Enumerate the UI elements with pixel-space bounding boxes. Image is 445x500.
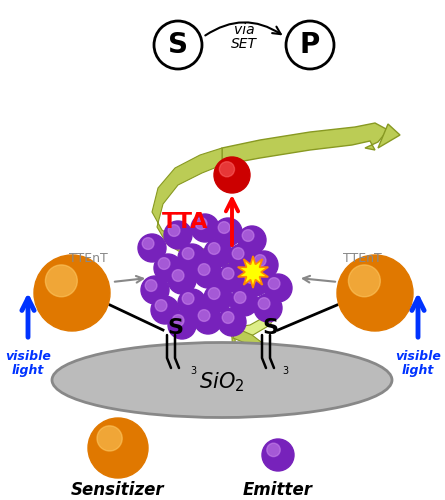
Circle shape — [286, 21, 334, 69]
Circle shape — [204, 239, 232, 267]
Circle shape — [182, 248, 194, 260]
Text: S: S — [167, 318, 183, 338]
Circle shape — [232, 248, 244, 260]
Circle shape — [191, 214, 219, 242]
Circle shape — [168, 311, 196, 339]
Circle shape — [242, 230, 254, 241]
Text: SET: SET — [231, 37, 257, 51]
Polygon shape — [228, 328, 236, 378]
Circle shape — [154, 254, 182, 282]
Polygon shape — [152, 148, 238, 265]
Circle shape — [168, 224, 180, 236]
Ellipse shape — [52, 342, 392, 417]
Circle shape — [228, 244, 256, 272]
Circle shape — [97, 426, 122, 451]
Text: Emitter: Emitter — [243, 481, 313, 499]
Circle shape — [238, 226, 266, 254]
Circle shape — [218, 264, 246, 292]
Circle shape — [208, 242, 220, 254]
Circle shape — [208, 288, 220, 300]
Polygon shape — [222, 123, 388, 165]
Text: visible
light: visible light — [5, 350, 51, 377]
Circle shape — [218, 222, 230, 234]
Circle shape — [178, 289, 206, 317]
Circle shape — [168, 266, 196, 294]
Circle shape — [172, 270, 184, 281]
Circle shape — [194, 260, 222, 288]
Circle shape — [138, 234, 166, 262]
Polygon shape — [230, 328, 273, 385]
Circle shape — [154, 21, 202, 69]
Circle shape — [178, 244, 206, 272]
Circle shape — [337, 255, 413, 331]
Circle shape — [194, 306, 222, 334]
Circle shape — [230, 288, 258, 316]
Circle shape — [34, 255, 110, 331]
Circle shape — [145, 280, 157, 291]
Circle shape — [88, 418, 148, 478]
Circle shape — [155, 300, 167, 312]
Polygon shape — [238, 256, 268, 288]
Circle shape — [267, 443, 280, 456]
Circle shape — [172, 314, 184, 326]
Circle shape — [222, 268, 234, 280]
Text: $_3$: $_3$ — [282, 363, 290, 377]
Circle shape — [268, 278, 280, 289]
Circle shape — [151, 296, 179, 324]
Circle shape — [258, 298, 270, 310]
Polygon shape — [230, 253, 280, 338]
Circle shape — [254, 294, 282, 322]
Circle shape — [241, 268, 269, 296]
Circle shape — [262, 439, 294, 471]
Text: S: S — [262, 318, 278, 338]
Circle shape — [254, 254, 266, 266]
Circle shape — [142, 238, 154, 250]
Circle shape — [198, 264, 210, 276]
Text: via: via — [234, 23, 254, 37]
Polygon shape — [378, 124, 400, 148]
Circle shape — [264, 274, 292, 302]
Circle shape — [348, 265, 380, 297]
Circle shape — [214, 157, 250, 193]
Circle shape — [164, 221, 192, 249]
Text: TTEnT: TTEnT — [69, 252, 107, 264]
Text: $\mathit{SiO_2}$: $\mathit{SiO_2}$ — [199, 370, 245, 394]
Circle shape — [158, 258, 170, 270]
Circle shape — [218, 308, 246, 336]
Text: S: S — [168, 31, 188, 59]
Text: P: P — [300, 31, 320, 59]
Text: $_3$: $_3$ — [190, 363, 198, 377]
Text: visible
light: visible light — [395, 350, 441, 377]
Circle shape — [195, 218, 207, 230]
Circle shape — [141, 276, 169, 304]
Circle shape — [222, 312, 234, 324]
Text: TTA: TTA — [162, 212, 208, 232]
Circle shape — [250, 251, 278, 279]
Circle shape — [204, 284, 232, 312]
Text: Sensitizer: Sensitizer — [71, 481, 165, 499]
Circle shape — [182, 292, 194, 304]
Circle shape — [198, 310, 210, 322]
Circle shape — [219, 162, 235, 177]
Circle shape — [45, 265, 77, 297]
Circle shape — [214, 218, 242, 246]
Text: TTEnT: TTEnT — [343, 252, 381, 264]
Circle shape — [245, 272, 257, 283]
Circle shape — [234, 292, 246, 304]
